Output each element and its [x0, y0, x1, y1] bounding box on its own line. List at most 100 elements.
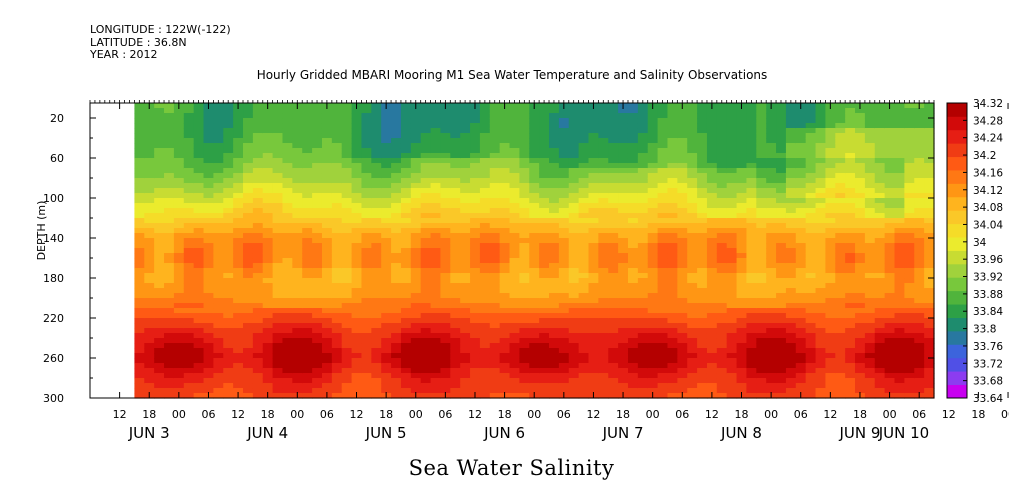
heatmap-cell [618, 353, 629, 359]
heatmap-cell [193, 183, 205, 189]
heatmap-cell [440, 358, 451, 364]
heatmap-cell [697, 143, 708, 149]
heatmap-cell [292, 123, 303, 129]
heatmap-cell [529, 298, 540, 304]
heatmap-cell [233, 138, 244, 144]
heatmap-cell [292, 143, 303, 149]
heatmap-cell [657, 113, 669, 119]
heatmap-cell [924, 293, 935, 299]
heatmap-cell [884, 238, 896, 244]
heatmap-cell [164, 103, 175, 109]
heatmap-cell [805, 233, 817, 239]
heatmap-cell [529, 283, 540, 289]
heatmap-cell [351, 303, 363, 309]
heatmap-cell [134, 308, 145, 314]
heatmap-cell [282, 268, 293, 274]
heatmap-cell [884, 128, 896, 134]
heatmap-cell [430, 303, 442, 309]
heatmap-cell [440, 143, 451, 149]
heatmap-cell [588, 293, 599, 299]
heatmap-cell [855, 298, 866, 304]
heatmap-cell [706, 248, 718, 254]
heatmap-cell [549, 303, 560, 309]
heatmap-cell [400, 393, 412, 399]
heatmap-cell [173, 228, 185, 234]
heatmap-cell [805, 368, 817, 374]
heatmap-cell [529, 383, 540, 389]
heatmap-cell [608, 198, 619, 204]
heatmap-cell [292, 323, 303, 329]
heatmap-cell [795, 263, 807, 269]
heatmap-cell [351, 108, 363, 114]
heatmap-cell [203, 283, 214, 289]
heatmap-cell [608, 273, 619, 279]
heatmap-cell [706, 343, 718, 349]
heatmap-cell [173, 218, 185, 224]
heatmap-cell [134, 183, 145, 189]
heatmap-cell [598, 213, 609, 219]
heatmap-cell [499, 223, 511, 229]
heatmap-cell [193, 153, 205, 159]
heatmap-cell [479, 248, 491, 254]
heatmap-cell [914, 388, 925, 394]
heatmap-cell [539, 378, 550, 384]
heatmap-cell [776, 228, 787, 234]
heatmap-cell [262, 363, 274, 369]
heatmap-cell [805, 208, 817, 214]
heatmap-cell [400, 308, 412, 314]
heatmap-cell [716, 213, 728, 219]
heatmap-cell [845, 393, 856, 399]
heatmap-cell [697, 308, 708, 314]
heatmap-cell [687, 353, 698, 359]
heatmap-cell [687, 378, 698, 384]
heatmap-cell [568, 323, 580, 329]
heatmap-cell [233, 123, 244, 129]
heatmap-cell [154, 283, 165, 289]
heatmap-cell [766, 248, 777, 254]
heatmap-cell [618, 343, 629, 349]
heatmap-cell [539, 198, 550, 204]
heatmap-cell [479, 273, 491, 279]
heatmap-cell [193, 298, 205, 304]
heatmap-cell [845, 283, 856, 289]
heatmap-cell [233, 283, 244, 289]
heatmap-cell [252, 153, 264, 159]
heatmap-cell [746, 108, 757, 114]
heatmap-cell [489, 278, 501, 284]
heatmap-cell [420, 268, 432, 274]
heatmap-cell [637, 143, 649, 149]
heatmap-cell [450, 108, 461, 114]
heatmap-cell [627, 113, 639, 119]
heatmap-cell [874, 118, 886, 124]
heatmap-cell [864, 218, 876, 224]
heatmap-cell [598, 368, 609, 374]
heatmap-cell [647, 218, 659, 224]
heatmap-cell [479, 158, 491, 164]
heatmap-cell [874, 268, 886, 274]
heatmap-cell [460, 128, 471, 134]
heatmap-cell [410, 338, 422, 344]
heatmap-cell [262, 313, 274, 319]
heatmap-cell [855, 203, 866, 209]
heatmap-cell [756, 108, 767, 114]
heatmap-cell [164, 233, 175, 239]
heatmap-cell [677, 168, 688, 174]
heatmap-cell [795, 368, 807, 374]
heatmap-cell [647, 223, 659, 229]
heatmap-cell [835, 348, 846, 354]
heatmap-cell [825, 208, 836, 214]
heatmap-cell [499, 158, 511, 164]
heatmap-cell [203, 298, 214, 304]
heatmap-cell [558, 383, 570, 389]
heatmap-cell [568, 388, 580, 394]
heatmap-cell [657, 338, 669, 344]
heatmap-cell [292, 223, 303, 229]
heatmap-cell [874, 203, 886, 209]
heatmap-cell [430, 228, 442, 234]
heatmap-cell [805, 188, 817, 194]
heatmap-cell [726, 193, 738, 199]
heatmap-cell [568, 283, 580, 289]
heatmap-cell [272, 293, 284, 299]
heatmap-cell [558, 168, 570, 174]
heatmap-cell [825, 373, 836, 379]
